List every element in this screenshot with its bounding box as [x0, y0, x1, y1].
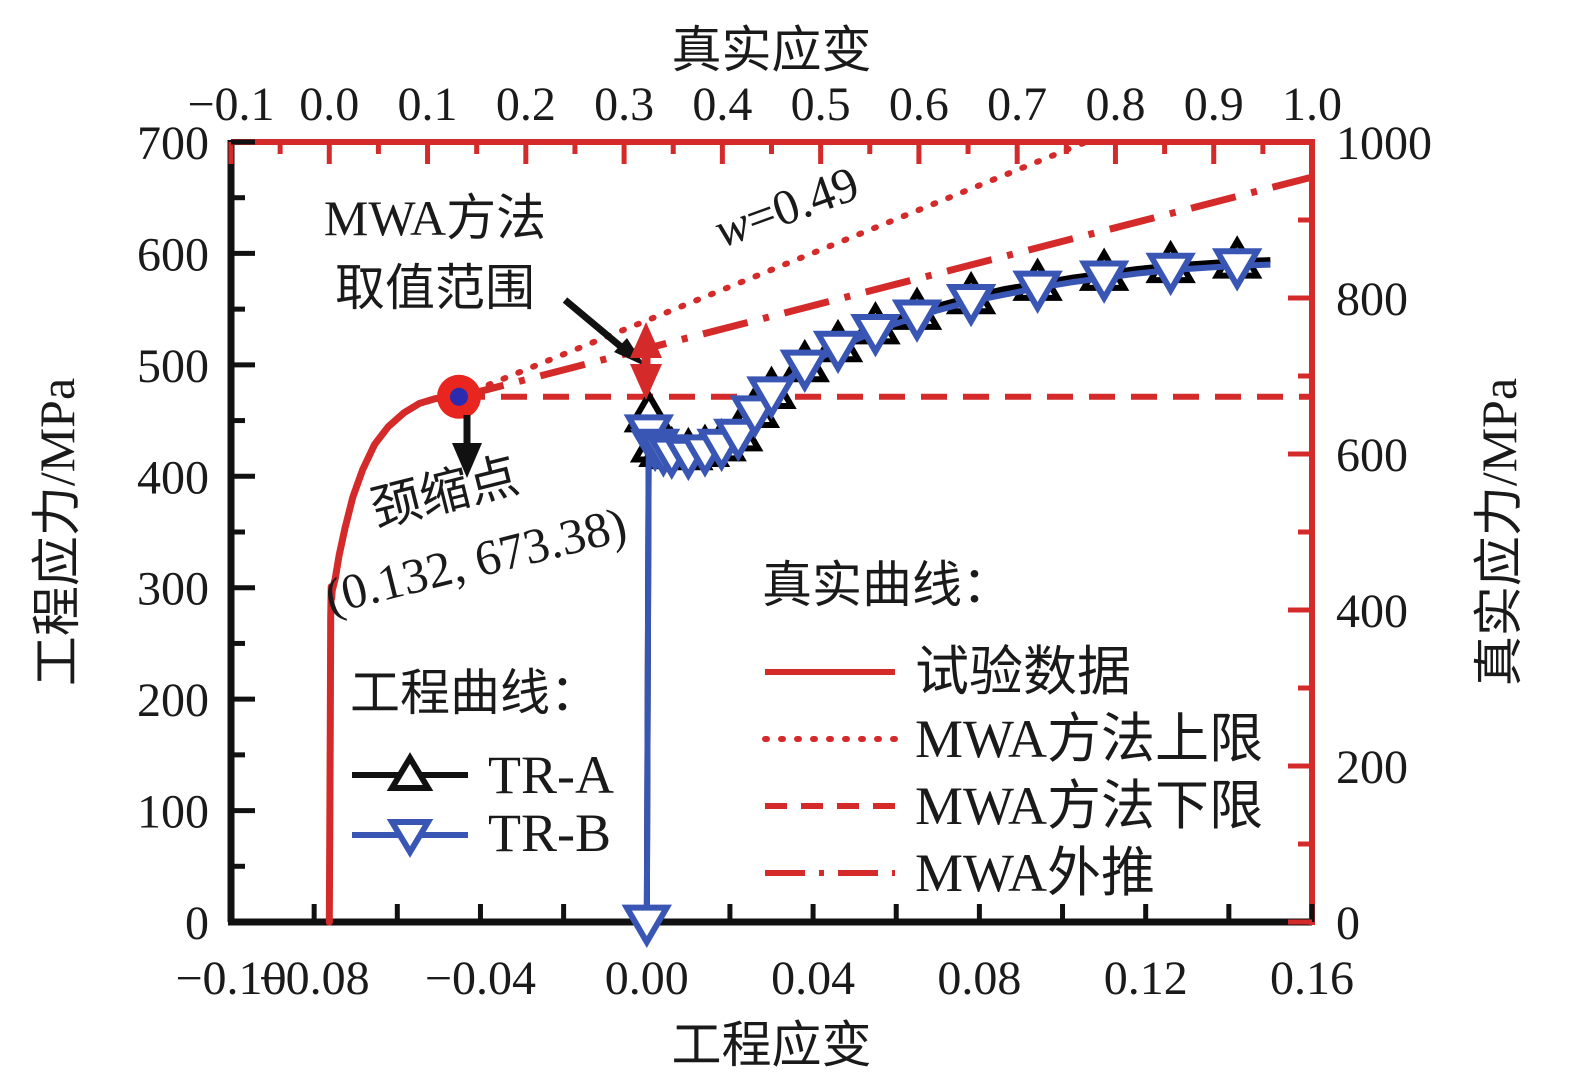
mwa-range-double-arrow-head-up: [630, 322, 662, 358]
bottom-tick-label: 0.00: [605, 952, 689, 1005]
series-marker: [1145, 252, 1196, 297]
true-experimental-curve: [325, 393, 463, 926]
mwa-range-pointer-head: [614, 338, 645, 366]
bottom-tick-label: −0.08: [259, 952, 370, 1005]
right-axis-label: 真实应力/MPa: [1471, 378, 1527, 686]
right-tick-label: 200: [1336, 741, 1408, 794]
right-tick-label: 400: [1336, 585, 1408, 638]
bottom-tick-label: −0.04: [425, 952, 536, 1005]
true-legend-lower-label: MWA方法下限: [915, 776, 1263, 836]
mwa-range-double-arrow-head-down: [630, 364, 662, 400]
series-marker: [1211, 248, 1263, 292]
bottom-tick-label: −0.10: [175, 952, 286, 1005]
eng-legend-trb-marker: [386, 819, 434, 858]
top-tick-label: 0.3: [594, 78, 654, 131]
top-tick-label: 0.8: [1085, 78, 1145, 131]
eng-legend-trb-label: TR-B: [488, 803, 611, 863]
top-axis-label: 真实应变: [672, 22, 872, 78]
bottom-tick-label: 0.16: [1270, 952, 1354, 1005]
mwa-range-label-line2: 取值范围: [335, 260, 535, 316]
series-marker: [1078, 260, 1130, 304]
series-marker: [779, 349, 830, 394]
right-tick-label: 800: [1336, 273, 1408, 326]
true-legend-title: 真实曲线：: [762, 557, 1012, 613]
true-legend-exp-label: 试验数据: [915, 642, 1131, 702]
right-tick-label: 0: [1336, 897, 1360, 950]
top-tick-label: 0.2: [496, 78, 556, 131]
eng-legend-tra-label: TR-A: [488, 745, 614, 805]
bottom-tick-label: 0.08: [937, 952, 1021, 1005]
mwa-extrapolation-line: [458, 173, 1313, 401]
necking-point-marker-inner: [449, 387, 468, 406]
series-marker: [713, 418, 764, 463]
left-tick-label: 100: [137, 786, 209, 839]
top-tick-label: 0.7: [987, 78, 1047, 131]
left-tick-label: 500: [137, 340, 209, 393]
left-tick-label: 400: [137, 451, 209, 504]
series-marker: [850, 314, 901, 358]
eng-legend-title: 工程曲线：: [350, 665, 600, 721]
left-tick-label: 600: [137, 228, 209, 281]
bottom-tick-label: 0.12: [1104, 952, 1188, 1005]
series-marker: [1012, 270, 1063, 314]
top-tick-label: 0.5: [791, 78, 851, 131]
necking-pointer-head: [452, 443, 482, 478]
mwa-upper-limit-line: [456, 139, 1089, 400]
top-tick-label: 1.0: [1282, 78, 1342, 131]
series-marker: [812, 330, 864, 375]
top-tick-label: −0.1: [187, 78, 274, 131]
left-tick-label: 300: [137, 563, 209, 616]
left-tick-label: 700: [137, 117, 209, 170]
true-legend-extrap-label: MWA外推: [915, 843, 1155, 903]
series-marker: [891, 299, 943, 343]
eng-legend-tra-marker: [386, 752, 434, 791]
right-tick-label: 600: [1336, 429, 1408, 482]
true-legend-upper-label: MWA方法上限: [915, 709, 1263, 769]
tr-b-origin-marker: [621, 904, 672, 948]
left-axis-label: 工程应力/MPa: [29, 378, 85, 686]
top-tick-label: 0.1: [398, 78, 458, 131]
series-marker: [746, 376, 797, 420]
top-tick-label: 0.9: [1184, 78, 1244, 131]
series-marker: [945, 283, 997, 328]
tr-b-markers: [623, 248, 1263, 482]
top-tick-label: 0.4: [692, 78, 752, 131]
bottom-axis-label: 工程应变: [672, 1017, 872, 1072]
bottom-tick-label: 0.04: [771, 952, 855, 1005]
mwa-range-label-line1: MWA方法: [324, 190, 546, 246]
top-tick-label: 0.0: [299, 78, 359, 131]
left-tick-label: 200: [137, 674, 209, 727]
top-tick-label: 0.6: [889, 78, 949, 131]
left-tick-label: 0: [185, 897, 209, 950]
right-tick-label: 1000: [1336, 117, 1432, 170]
